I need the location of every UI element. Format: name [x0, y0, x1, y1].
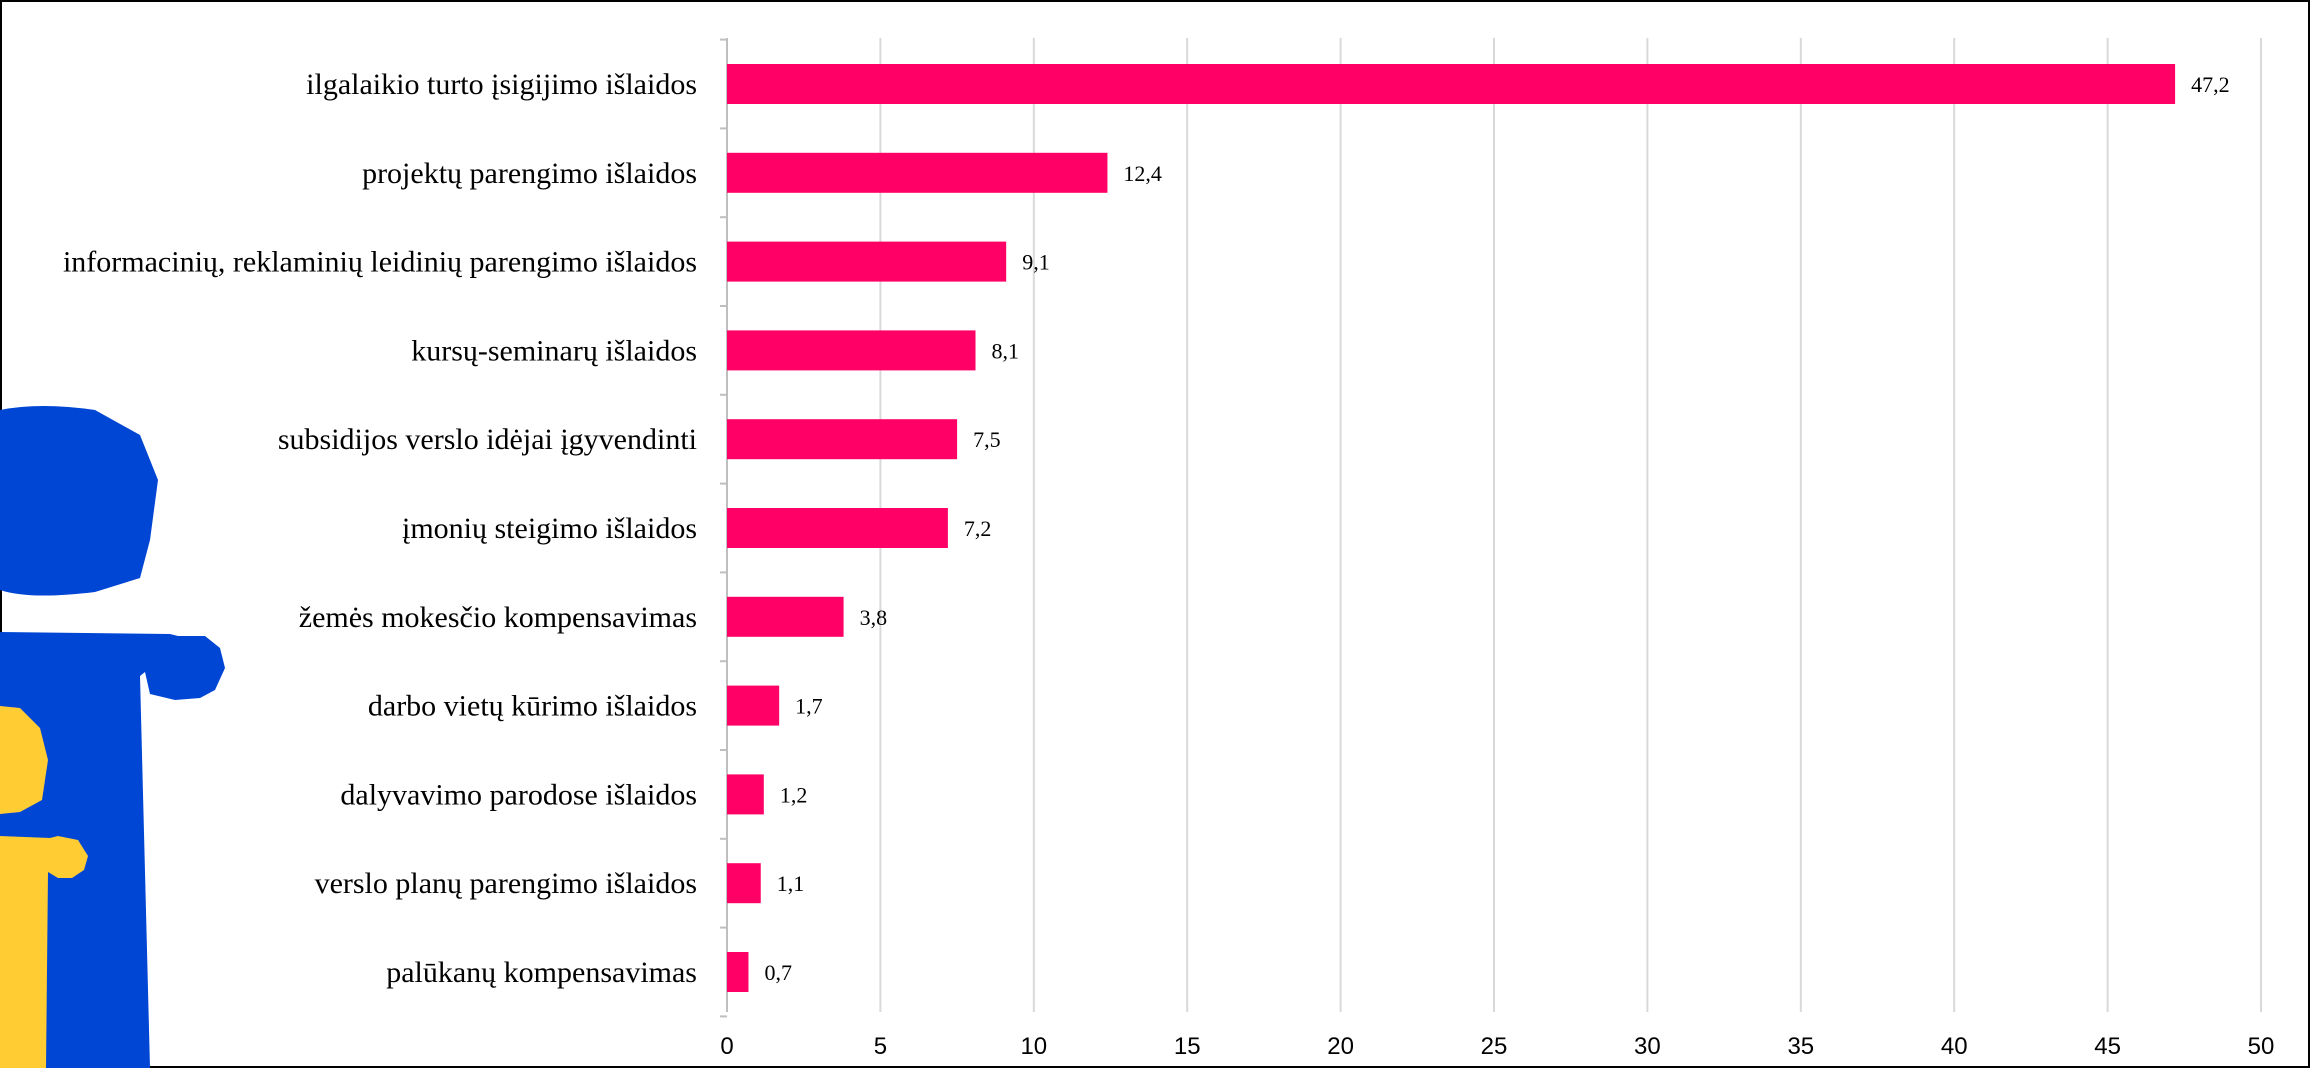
- category-label: informacinių, reklaminių leidinių pareng…: [63, 246, 697, 279]
- grid-lines: [720, 38, 2262, 1018]
- data-label: 9,1: [1022, 250, 1050, 275]
- x-tick-label: 30: [1634, 1033, 1661, 1060]
- x-tick-label: 15: [1174, 1033, 1201, 1060]
- x-tick-label: 20: [1327, 1033, 1354, 1060]
- bar: [727, 241, 1007, 282]
- bars: [727, 64, 2176, 992]
- category-label: verslo planų parengimo išlaidos: [315, 867, 697, 900]
- category-label: palūkanų kompensavimas: [386, 956, 697, 989]
- category-label: subsidijos verslo idėjai įgyvendinti: [278, 423, 697, 456]
- x-tick-label: 40: [1941, 1033, 1968, 1060]
- figure-body-blue: [0, 632, 225, 1068]
- bar: [727, 152, 1108, 193]
- category-label: įmonių steigimo išlaidos: [402, 512, 697, 545]
- bar: [727, 330, 976, 371]
- category-label: dalyvavimo parodose išlaidos: [340, 778, 697, 811]
- bar: [727, 596, 844, 637]
- bar: [727, 685, 780, 726]
- bar: [727, 419, 958, 460]
- data-label: 1,7: [795, 694, 823, 719]
- category-label: darbo vietų kūrimo išlaidos: [368, 690, 697, 723]
- data-label: 0,7: [764, 960, 792, 985]
- figure-head-blue: [0, 406, 158, 596]
- bar: [727, 863, 761, 904]
- data-label: 47,2: [2191, 72, 2230, 97]
- data-label: 3,8: [860, 605, 888, 630]
- x-tick-label: 35: [1787, 1033, 1814, 1060]
- bar: [727, 774, 764, 815]
- figure-yellow: [0, 706, 88, 1068]
- data-label: 7,2: [964, 516, 992, 541]
- x-tick-label: 0: [720, 1033, 733, 1060]
- data-label: 1,1: [777, 871, 805, 896]
- x-tick-label: 25: [1481, 1033, 1508, 1060]
- x-tick-label: 5: [874, 1033, 887, 1060]
- bar: [727, 952, 749, 992]
- x-tick-label: 10: [1020, 1033, 1047, 1060]
- data-label: 12,4: [1123, 161, 1162, 186]
- category-label: žemės mokesčio kompensavimas: [299, 601, 697, 634]
- bar: [727, 508, 948, 548]
- data-label: 8,1: [992, 338, 1020, 363]
- data-label: 7,5: [973, 427, 1001, 452]
- x-tick-label: 45: [2094, 1033, 2121, 1060]
- x-axis-ticks: 0 5 10 15 20 25 30 35 40 45 50: [720, 1033, 2274, 1060]
- x-tick-label: 50: [2248, 1033, 2275, 1060]
- data-label: 1,2: [780, 782, 808, 807]
- category-label: ilgalaikio turto įsigijimo išlaidos: [306, 68, 697, 101]
- category-labels: ilgalaikio turto įsigijimo išlaidos proje…: [63, 68, 697, 989]
- value-labels: 47,2 12,4 9,1 8,1 7,5 7,2 3,8 1,7 1,2 1,1 0,7: [764, 72, 2229, 985]
- category-label: kursų-seminarų išlaidos: [411, 334, 697, 367]
- bar: [727, 64, 2176, 104]
- category-label: projektų parengimo išlaidos: [362, 157, 697, 190]
- info-figure-illustration: [0, 406, 225, 1068]
